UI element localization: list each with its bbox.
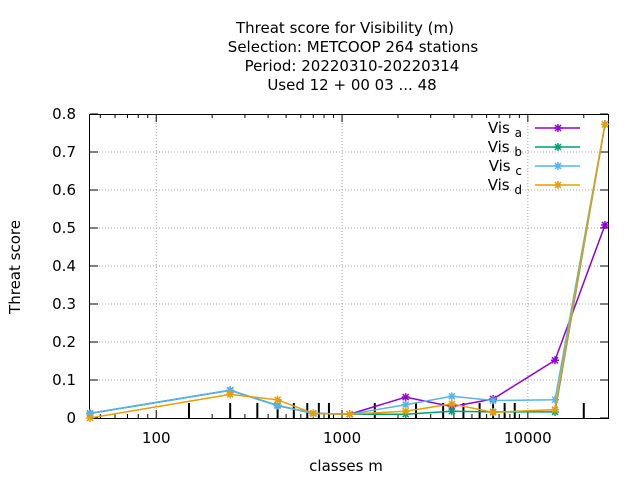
data-point-d2 — [346, 410, 354, 418]
x-tick-label: 1000 — [323, 429, 361, 447]
data-point — [489, 396, 498, 405]
y-axis-label: Threat score — [6, 220, 24, 315]
data-point — [273, 401, 282, 410]
y-tick-label: 0.3 — [52, 295, 76, 313]
data-point — [309, 409, 318, 418]
plot-frame — [89, 114, 609, 419]
legend-subscript: c — [515, 164, 522, 178]
y-tick-label: 0.7 — [52, 143, 76, 161]
chart-title-line-2: Selection: METCOOP 264 stations — [228, 38, 479, 56]
data-point — [447, 392, 456, 401]
y-tick-label: 0.5 — [52, 219, 76, 237]
y-tick-label: 0.6 — [52, 181, 76, 199]
data-point — [401, 407, 410, 416]
data-point-d2 — [601, 120, 609, 128]
data-point-d2 — [274, 401, 282, 409]
data-point-d2 — [402, 393, 410, 401]
y-tick-label: 0.8 — [52, 105, 76, 123]
legend-entry-d: Vis d — [488, 176, 580, 197]
legend-entry-b: Vis b — [488, 138, 580, 159]
data-point-d2 — [309, 409, 317, 417]
data-point — [554, 143, 562, 151]
data-point-d2 — [601, 221, 609, 229]
data-point-d2 — [448, 400, 456, 408]
data-point — [226, 390, 235, 399]
data-point — [489, 408, 498, 417]
data-point-d2 — [402, 407, 410, 415]
data-point — [551, 356, 560, 365]
data-point — [401, 393, 410, 402]
data-point-d2 — [226, 390, 234, 398]
x-axis: 100 1000 10000 — [99, 114, 585, 447]
x-tick-label: 10000 — [504, 429, 552, 447]
data-point — [600, 120, 609, 129]
grid — [90, 114, 608, 418]
data-point-d2 — [551, 406, 559, 414]
y-tick-label: 0.4 — [52, 257, 76, 275]
data-point-d2 — [551, 356, 559, 364]
data-point — [554, 124, 562, 132]
series-b — [86, 120, 609, 419]
series-d — [86, 120, 609, 422]
series-line — [89, 124, 606, 415]
data-point-d2 — [86, 414, 94, 422]
legend-subscript: a — [515, 126, 522, 140]
series-c — [86, 120, 609, 419]
x-tick-label: 100 — [142, 429, 171, 447]
data-point-d2 — [274, 396, 282, 404]
series-line — [89, 124, 606, 419]
data-point-d2 — [448, 392, 456, 400]
data-point — [447, 407, 456, 416]
chart-title-line-4: Used 12 + 00 03 ... 48 — [267, 76, 436, 94]
data-point — [554, 162, 562, 170]
y-axis: 0 0.1 0.2 0.3 0.4 0.5 0.6 0.7 0.8 — [52, 105, 608, 427]
data-point-d2 — [489, 408, 497, 416]
legend-label: Vis d — [488, 176, 522, 197]
data-point-d2 — [554, 124, 562, 132]
y-tick-label: 0.1 — [52, 371, 76, 389]
data-point-d2 — [448, 407, 456, 415]
legend-subscript: d — [514, 183, 522, 197]
legend-entry-c: Vis c — [489, 157, 580, 178]
y-tick-label: 0 — [66, 409, 76, 427]
series-line — [89, 224, 606, 415]
data-point — [345, 410, 354, 419]
class-marks — [187, 403, 585, 418]
chart-title-line-3: Period: 20220310-20220314 — [245, 57, 460, 75]
data-point-d2 — [489, 396, 497, 405]
y-tick-label: 0.2 — [52, 333, 76, 351]
data-point — [600, 220, 609, 229]
series-line — [89, 124, 606, 415]
data-point — [554, 181, 562, 189]
legend-label: Vis a — [488, 119, 522, 140]
data-point-d2 — [402, 401, 410, 409]
data-point — [447, 399, 456, 408]
legend-label: Vis c — [489, 157, 522, 178]
series — [86, 120, 609, 422]
chart-title-line-1: Threat score for Visibility (m) — [235, 19, 454, 37]
data-point-d2 — [554, 162, 562, 170]
legend-subscript: b — [514, 145, 522, 159]
legend-label: Vis b — [488, 138, 522, 159]
data-point-d2 — [554, 143, 562, 151]
data-point — [551, 405, 560, 414]
data-point — [273, 395, 282, 404]
data-point — [86, 414, 94, 422]
data-point-d2 — [554, 181, 562, 189]
x-axis-label: classes m — [309, 457, 383, 475]
legend-entry-a: Vis a — [488, 119, 580, 140]
series-a — [86, 220, 609, 419]
